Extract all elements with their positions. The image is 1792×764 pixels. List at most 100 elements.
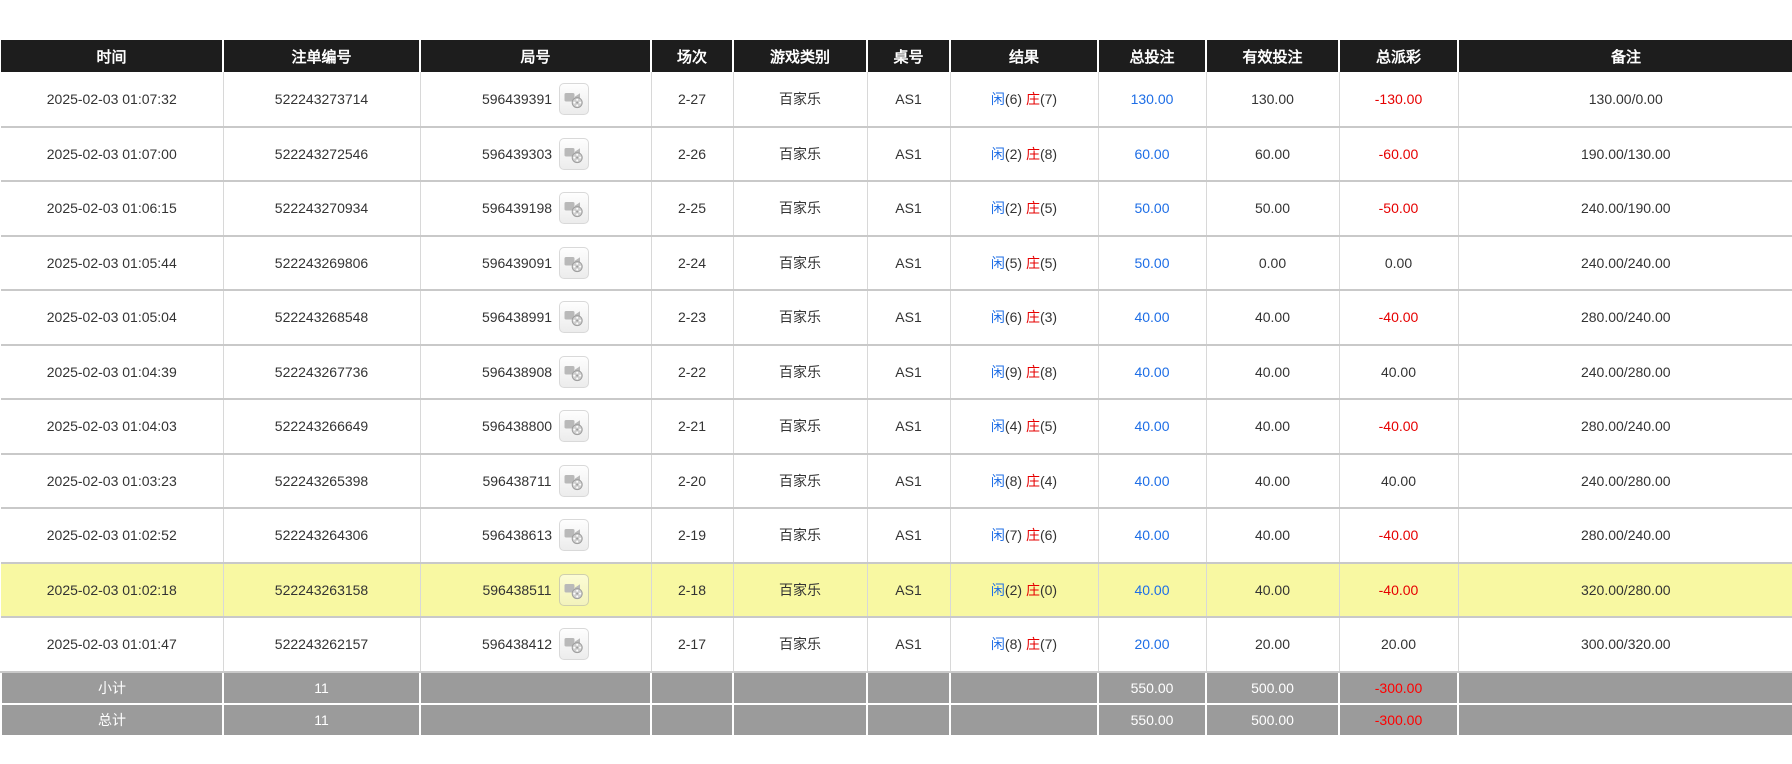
bet-id-cell: 522243273714: [223, 72, 421, 128]
payout-cell: -130.00: [1339, 72, 1459, 128]
column-header-result: 结果: [950, 40, 1099, 72]
total-bet-link[interactable]: 40.00: [1134, 527, 1170, 544]
table-row: 2025-02-03 01:04:39 522243267736 5964389…: [1, 344, 1792, 400]
banker-result-label: 庄: [1025, 581, 1040, 598]
table-no-cell: AS1: [867, 181, 951, 237]
table-no-cell: AS1: [867, 562, 951, 618]
table-no-cell: AS1: [867, 290, 951, 346]
banker-result-label: 庄: [1025, 363, 1040, 380]
total-bet-link[interactable]: 40.00: [1134, 472, 1170, 489]
total-bet-link[interactable]: 130.00: [1130, 90, 1174, 107]
video-replay-button[interactable]: [559, 301, 590, 334]
banker-score: (4): [1039, 472, 1058, 489]
bet-id-cell: 522243265398: [223, 453, 421, 509]
total-bet-cell: 40.00: [1098, 344, 1207, 400]
time-cell: 2025-02-03 01:05:04: [1, 290, 224, 346]
total-bet-link[interactable]: 50.00: [1134, 254, 1170, 271]
game-type-cell: 百家乐: [733, 399, 868, 455]
round-id-cell: 596439198: [420, 181, 652, 237]
banker-score: (0): [1039, 581, 1058, 598]
table-row: 2025-02-03 01:01:47 522243262157 5964384…: [1, 617, 1792, 673]
video-camera-reel-icon: [564, 365, 583, 381]
column-header-remark: 备注: [1458, 40, 1792, 72]
table-no-cell: AS1: [867, 235, 951, 291]
remark-cell: 240.00/190.00: [1458, 181, 1792, 237]
table-no-cell: AS1: [867, 344, 951, 400]
table-row: 2025-02-03 01:05:04 522243268548 5964389…: [1, 290, 1792, 346]
total-bet-link[interactable]: 40.00: [1134, 581, 1170, 598]
total-bet-link[interactable]: 60.00: [1134, 145, 1170, 162]
player-result-label: 闲: [990, 90, 1005, 107]
banker-score: (5): [1039, 418, 1058, 435]
total-bet-link[interactable]: 40.00: [1134, 309, 1170, 326]
total-bet-link[interactable]: 40.00: [1134, 363, 1170, 380]
table-no-cell: AS1: [867, 399, 951, 455]
table-no-cell: AS1: [867, 453, 951, 509]
game-type-cell: 百家乐: [733, 126, 868, 182]
total-bet-cell: 40.00: [1098, 508, 1207, 564]
player-score: (5): [1004, 254, 1023, 271]
total-bet-link[interactable]: 50.00: [1134, 200, 1170, 217]
total-bet-link[interactable]: 40.00: [1134, 418, 1170, 435]
total-bet-link[interactable]: 20.00: [1134, 636, 1170, 653]
payout-cell: -40.00: [1339, 399, 1459, 455]
video-camera-reel-icon: [564, 147, 583, 163]
banker-score: (6): [1039, 527, 1058, 544]
result-cell: 闲(8) 庄(7): [950, 617, 1099, 673]
summary-row: 总计 11 550.00 500.00 -300.00: [0, 702, 1792, 737]
video-replay-button[interactable]: [559, 628, 590, 661]
payout-cell: -40.00: [1339, 562, 1459, 618]
session-cell: 2-22: [651, 344, 734, 400]
video-replay-button[interactable]: [559, 137, 590, 170]
banker-score: (8): [1039, 363, 1058, 380]
remark-cell: 240.00/280.00: [1458, 453, 1792, 509]
round-id-cell: 596439303: [420, 126, 652, 182]
video-camera-reel-icon: [564, 311, 583, 327]
video-replay-button[interactable]: [559, 82, 590, 115]
video-camera-reel-icon: [564, 638, 583, 654]
summary-count: 11: [222, 702, 421, 737]
valid-bet-cell: 0.00: [1206, 235, 1340, 291]
session-cell: 2-27: [651, 72, 734, 128]
session-cell: 2-18: [651, 562, 734, 618]
time-cell: 2025-02-03 01:07:00: [1, 126, 224, 182]
table-row: 2025-02-03 01:07:00 522243272546 5964393…: [1, 126, 1792, 182]
banker-score: (8): [1039, 145, 1058, 162]
video-replay-button[interactable]: [558, 464, 589, 497]
player-result-label: 闲: [990, 254, 1005, 271]
video-camera-reel-icon: [564, 583, 583, 599]
video-replay-button[interactable]: [558, 573, 589, 606]
video-replay-button[interactable]: [559, 410, 590, 443]
summary-empty-cell: [650, 670, 734, 705]
game-type-cell: 百家乐: [733, 290, 868, 346]
game-type-cell: 百家乐: [733, 617, 868, 673]
video-camera-reel-icon: [564, 92, 583, 108]
time-cell: 2025-02-03 01:06:15: [1, 181, 224, 237]
summary-empty-cell: [1457, 670, 1792, 705]
total-bet-cell: 40.00: [1098, 562, 1207, 618]
column-header-total-bet: 总投注: [1098, 40, 1207, 72]
video-replay-button[interactable]: [559, 519, 590, 552]
round-id-value: 596438908: [481, 363, 553, 380]
game-type-cell: 百家乐: [733, 181, 868, 237]
round-id-value: 596438800: [481, 418, 553, 435]
round-id-cell: 596438511: [420, 562, 652, 618]
table-row: 2025-02-03 01:07:32 522243273714 5964393…: [1, 72, 1792, 128]
round-id-value: 596438613: [481, 527, 553, 544]
video-camera-reel-icon: [564, 420, 583, 436]
column-header-time: 时间: [1, 40, 224, 72]
video-camera-reel-icon: [564, 256, 583, 272]
video-replay-button[interactable]: [559, 192, 590, 225]
banker-score: (5): [1039, 200, 1058, 217]
summary-valid-bet: 500.00: [1205, 670, 1340, 705]
session-cell: 2-21: [651, 399, 734, 455]
bet-id-cell: 522243262157: [223, 617, 421, 673]
player-result-label: 闲: [990, 363, 1005, 380]
valid-bet-cell: 40.00: [1206, 399, 1340, 455]
player-score: (2): [1004, 581, 1023, 598]
video-replay-button[interactable]: [559, 246, 590, 279]
video-replay-button[interactable]: [559, 355, 590, 388]
summary-empty-cell: [949, 670, 1099, 705]
valid-bet-cell: 50.00: [1206, 181, 1340, 237]
session-cell: 2-20: [651, 453, 734, 509]
